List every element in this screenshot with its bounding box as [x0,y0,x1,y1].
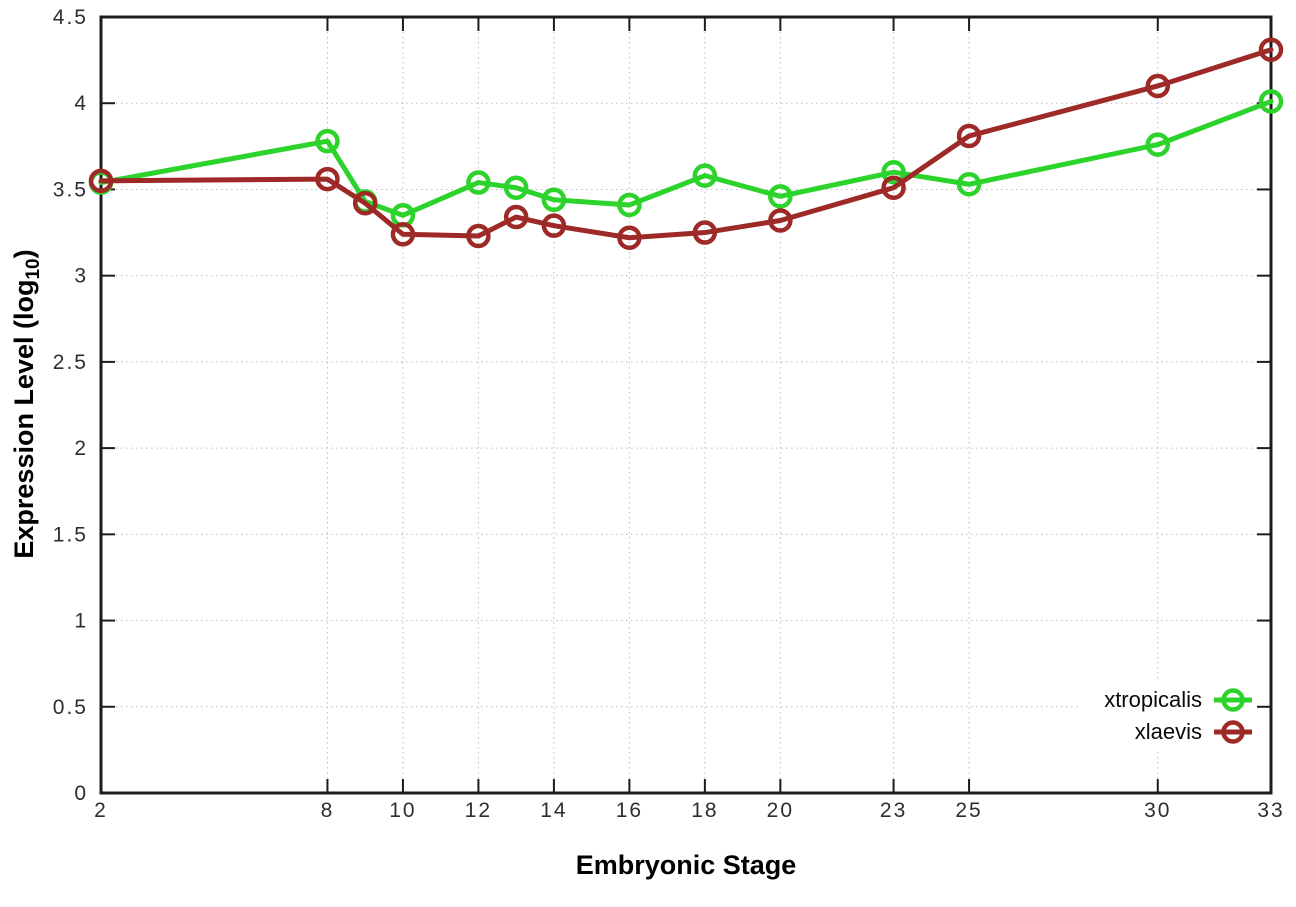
x-tick-label: 33 [1257,799,1284,822]
data-point-xlaevis-stage-14 [541,213,567,238]
x-tick-label: 20 [767,799,794,822]
y-tick-label: 2 [74,437,88,460]
y-tick-label: 1.5 [53,523,88,546]
data-point-xtropicalis-stage-25 [956,172,982,197]
data-point-xlaevis-stage-30 [1145,73,1171,99]
x-tick-label: 12 [465,799,492,822]
data-point-xtropicalis-stage-20 [768,184,793,209]
y-tick-label: 3 [74,265,88,288]
data-point-xlaevis-stage-33 [1258,37,1284,63]
data-point-xlaevis-stage-10 [390,222,416,247]
legend: xtropicalis xlaevis [1090,684,1254,748]
x-tick-label: 18 [691,799,718,822]
data-point-xtropicalis-stage-33 [1258,89,1284,114]
x-tick-label: 8 [321,799,335,822]
data-point-xlaevis-stage-25 [956,123,982,149]
data-point-xtropicalis-stage-16 [617,192,642,218]
data-point-xlaevis-stage-12 [466,223,491,249]
legend-label-xlaevis: xlaevis [1134,719,1202,744]
data-point-xtropicalis-stage-13 [503,175,529,200]
x-tick-label: 23 [880,799,907,822]
y-axis-title-subscript: 10 [23,258,45,280]
data-point-xlaevis-stage-8 [315,166,340,192]
series-line-xtropicalis [98,98,1274,218]
legend-marker-xtropicalis [1214,688,1252,712]
x-tick-label: 16 [616,799,643,822]
x-tick-label: 14 [540,799,567,822]
x-tick-label: 10 [389,799,416,822]
x-tick-label: 25 [955,799,982,822]
data-point-xlaevis-stage-9 [352,190,378,216]
plot-border [99,15,1273,795]
y-tick-label: 2.5 [53,351,88,374]
series-line-xlaevis [98,47,1274,241]
data-point-xlaevis-stage-13 [503,204,529,230]
x-tick-label: 30 [1144,799,1171,822]
y-tick-label: 1 [74,610,88,633]
data-point-xtropicalis-stage-23 [881,159,906,185]
data-point-xlaevis-stage-16 [617,225,642,250]
data-point-xtropicalis-stage-18 [692,163,718,188]
y-tick-label: 4.5 [53,6,88,29]
data-point-xlaevis-stage-20 [768,208,793,233]
legend-marker-xlaevis [1214,720,1252,744]
y-axis-title-suffix: ) [8,249,39,259]
data-point-xlaevis-stage-18 [692,220,718,245]
legend-label-xtropicalis: xtropicalis [1104,687,1202,712]
data-point-xtropicalis-stage-8 [315,128,340,154]
data-point-xtropicalis-stage-14 [541,187,567,213]
data-point-xtropicalis-stage-12 [466,170,491,195]
y-tick-label: 0 [74,782,88,805]
y-tick-label: 3.5 [53,178,88,201]
x-axis-title: Embryonic Stage [575,850,797,880]
legend-item-xtropicalis: xtropicalis [1104,684,1254,716]
y-tick-label: 0.5 [53,696,88,719]
data-point-xlaevis-stage-23 [881,175,906,200]
y-tick-label: 4 [74,92,88,115]
data-point-xlaevis-stage-2 [88,168,114,194]
data-point-xtropicalis-stage-30 [1145,132,1171,157]
y-axis-title: Expression Level (log10) [9,249,45,558]
y-axis-title-text: Expression Level (log [8,279,39,559]
x-tick-label: 2 [94,799,108,822]
legend-item-xlaevis: xlaevis [1104,716,1254,748]
